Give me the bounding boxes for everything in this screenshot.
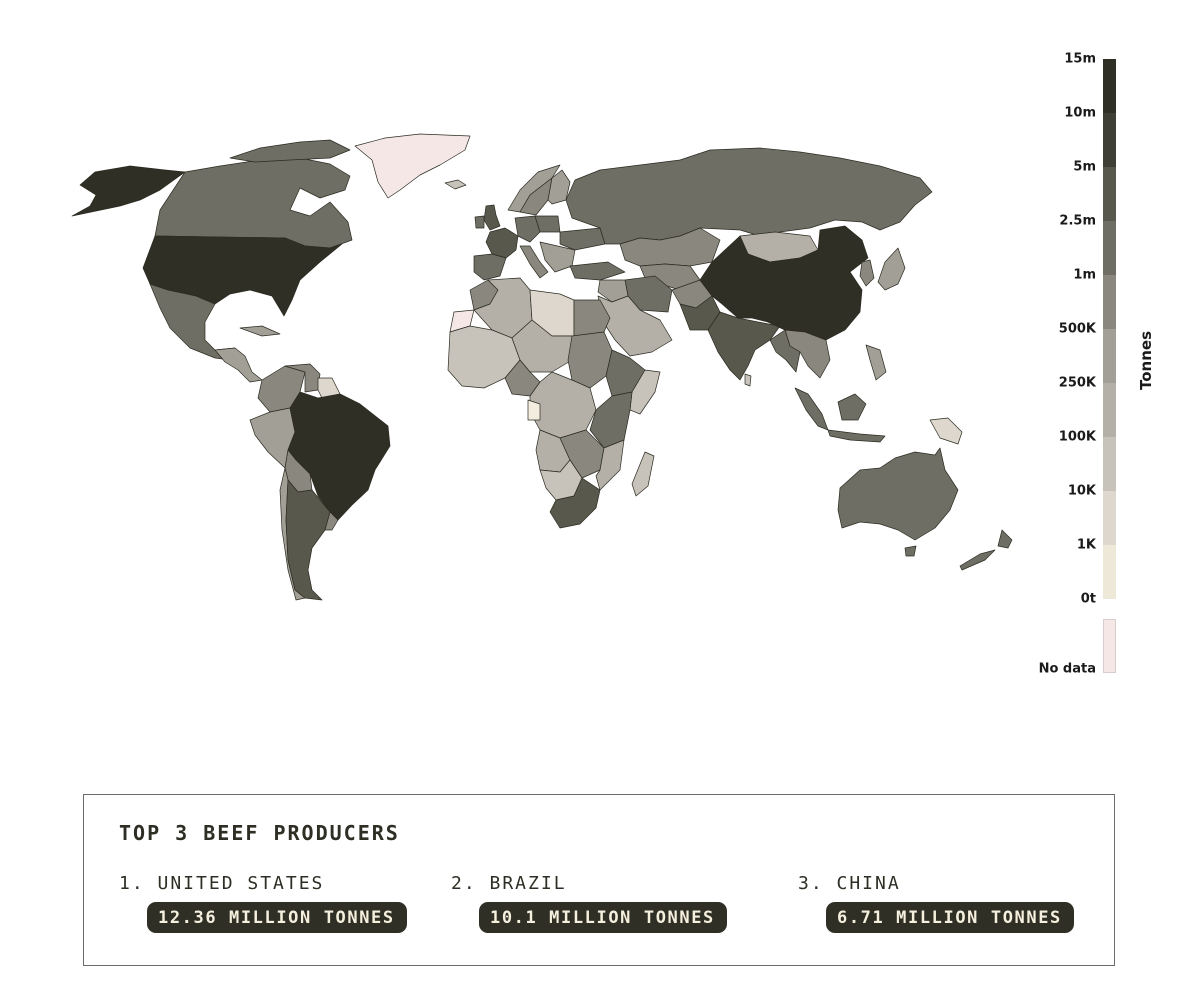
country-australia[interactable] bbox=[837, 447, 959, 541]
legend-tick-label: 100K bbox=[1058, 429, 1096, 445]
legend-swatch bbox=[1103, 59, 1116, 113]
producer-item: 1. UNITED STATES 12.36 MILLION TONNES bbox=[119, 873, 407, 933]
legend-unit-label: Tonnes bbox=[1137, 330, 1155, 390]
producer-value-badge: 6.71 MILLION TONNES bbox=[826, 902, 1074, 933]
country-kazakhstan[interactable] bbox=[619, 227, 721, 267]
legend-no-data-label: No data bbox=[1038, 661, 1096, 677]
country-iceland[interactable] bbox=[444, 179, 467, 190]
top-producers-panel: TOP 3 BEEF PRODUCERS 1. UNITED STATES 12… bbox=[83, 794, 1115, 966]
legend-swatch bbox=[1103, 329, 1116, 383]
world-map-svg bbox=[71, 133, 1013, 601]
country-argentina[interactable] bbox=[285, 479, 331, 601]
producer-value-badge: 12.36 MILLION TONNES bbox=[147, 902, 407, 933]
country-indonesia-borneo[interactable] bbox=[837, 393, 867, 421]
country-indonesia-sumatra[interactable] bbox=[794, 387, 829, 431]
country-italy[interactable] bbox=[519, 245, 549, 279]
legend-swatch bbox=[1103, 491, 1116, 545]
country-balkans[interactable] bbox=[539, 241, 576, 273]
producer-name: 2. BRAZIL bbox=[451, 873, 567, 894]
producer-item: 3. CHINA 6.71 MILLION TONNES bbox=[798, 873, 1074, 933]
country-greenland[interactable] bbox=[354, 133, 471, 199]
country-gabon[interactable] bbox=[527, 399, 541, 421]
map-legend: 15m 10m 5m 2.5m 1m 500K 250K 100K 10K 1K 0t Tonnes N… bbox=[1020, 40, 1190, 700]
legend-swatch bbox=[1103, 437, 1116, 491]
country-indonesia-java[interactable] bbox=[827, 429, 886, 443]
country-china[interactable] bbox=[699, 225, 869, 341]
legend-tick-label: 500K bbox=[1058, 321, 1096, 337]
country-canada[interactable] bbox=[154, 157, 353, 249]
country-spain[interactable] bbox=[473, 253, 507, 281]
country-papua-new-guinea[interactable] bbox=[929, 417, 963, 445]
legend-swatch bbox=[1103, 545, 1116, 599]
country-sri-lanka[interactable] bbox=[744, 373, 752, 387]
country-russia[interactable] bbox=[565, 147, 933, 245]
legend-tick-label: 15m bbox=[1064, 51, 1096, 67]
country-philippines[interactable] bbox=[865, 344, 887, 381]
legend-tick-label: 10m bbox=[1064, 105, 1096, 121]
legend-swatch bbox=[1103, 275, 1116, 329]
legend-tick-label: 1m bbox=[1073, 267, 1096, 283]
legend-swatch bbox=[1103, 221, 1116, 275]
country-tasmania[interactable] bbox=[904, 545, 917, 557]
country-japan[interactable] bbox=[877, 247, 906, 291]
country-canada-islands[interactable] bbox=[229, 139, 351, 163]
country-new-zealand[interactable] bbox=[959, 529, 1013, 571]
country-sudan[interactable] bbox=[567, 331, 613, 389]
country-egypt[interactable] bbox=[573, 299, 611, 337]
country-turkey[interactable] bbox=[569, 261, 626, 281]
producer-name: 3. CHINA bbox=[798, 873, 901, 894]
country-myanmar[interactable] bbox=[769, 329, 801, 373]
country-madagascar[interactable] bbox=[631, 451, 655, 497]
country-uk[interactable] bbox=[483, 204, 501, 231]
country-kenya-tanzania[interactable] bbox=[589, 391, 633, 449]
legend-tick-label: 0t bbox=[1080, 591, 1096, 607]
legend-no-data-swatch bbox=[1103, 619, 1116, 673]
country-france[interactable] bbox=[485, 227, 519, 259]
producer-item: 2. BRAZIL 10.1 MILLION TONNES bbox=[451, 873, 727, 933]
top-producers-title: TOP 3 BEEF PRODUCERS bbox=[119, 821, 400, 845]
country-ukraine[interactable] bbox=[559, 227, 606, 251]
legend-tick-label: 2.5m bbox=[1059, 213, 1096, 229]
country-saudi-arabia[interactable] bbox=[597, 295, 673, 357]
legend-swatch bbox=[1103, 167, 1116, 221]
country-germany[interactable] bbox=[514, 215, 541, 243]
country-central-america[interactable] bbox=[214, 347, 263, 383]
legend-swatch bbox=[1103, 113, 1116, 167]
legend-swatch bbox=[1103, 383, 1116, 437]
country-us-alaska[interactable] bbox=[71, 165, 186, 217]
country-ireland[interactable] bbox=[474, 215, 485, 229]
producer-value-badge: 10.1 MILLION TONNES bbox=[479, 902, 727, 933]
country-india[interactable] bbox=[707, 311, 781, 381]
country-uruguay[interactable] bbox=[324, 511, 339, 531]
country-cuba[interactable] bbox=[239, 325, 281, 337]
world-map bbox=[71, 133, 1013, 601]
country-south-africa[interactable] bbox=[549, 477, 601, 529]
country-korea[interactable] bbox=[859, 259, 875, 287]
legend-tick-label: 5m bbox=[1073, 159, 1096, 175]
legend-tick-label: 10K bbox=[1067, 483, 1096, 499]
producer-name: 1. UNITED STATES bbox=[119, 873, 325, 894]
legend-tick-label: 1K bbox=[1076, 537, 1096, 553]
legend-tick-label: 250K bbox=[1058, 375, 1096, 391]
